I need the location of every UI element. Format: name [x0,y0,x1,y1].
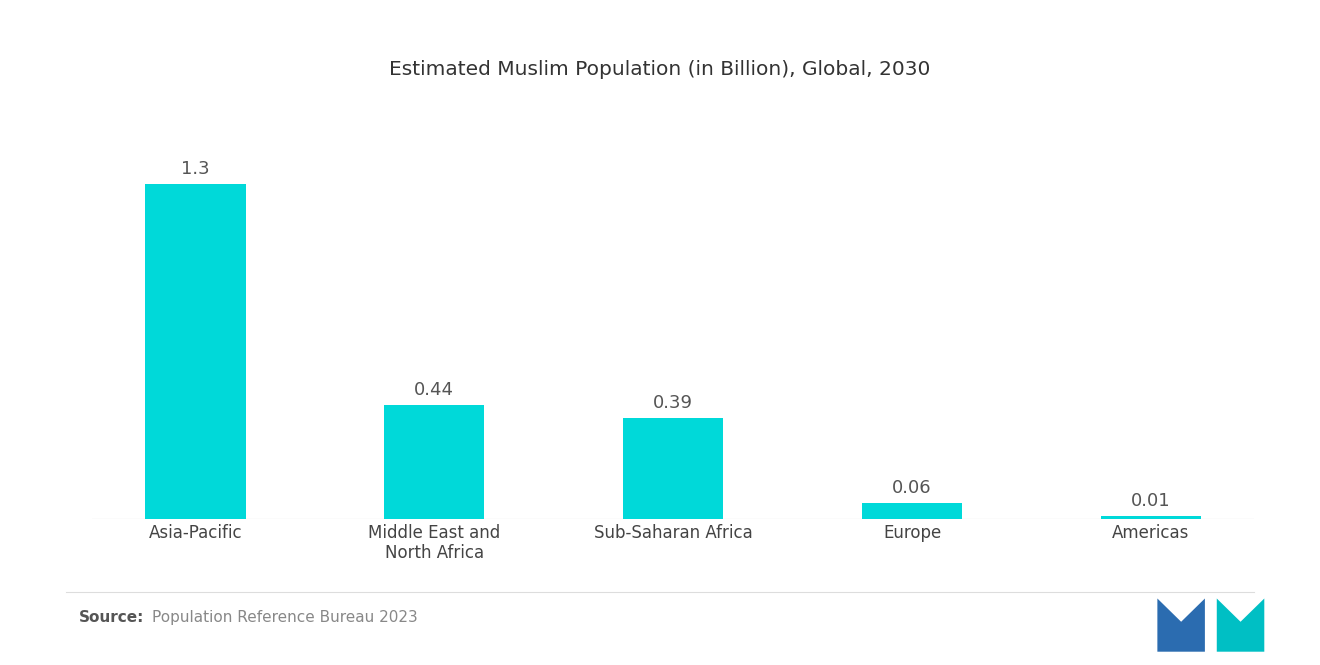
Text: 0.44: 0.44 [414,381,454,399]
Bar [1101,516,1201,519]
Text: Source:: Source: [79,610,145,625]
Bar [862,503,962,519]
Text: 1.3: 1.3 [181,160,210,178]
Bar [145,184,246,519]
Text: 0.01: 0.01 [1131,491,1171,509]
Text: 0.06: 0.06 [892,479,932,497]
Text: Estimated Muslim Population (in Billion), Global, 2030: Estimated Muslim Population (in Billion)… [389,60,931,79]
Polygon shape [1217,598,1265,652]
Bar [384,406,484,519]
Bar [623,418,723,519]
Polygon shape [1158,598,1205,652]
Text: 0.39: 0.39 [653,394,693,412]
Text: Population Reference Bureau 2023: Population Reference Bureau 2023 [152,610,417,625]
